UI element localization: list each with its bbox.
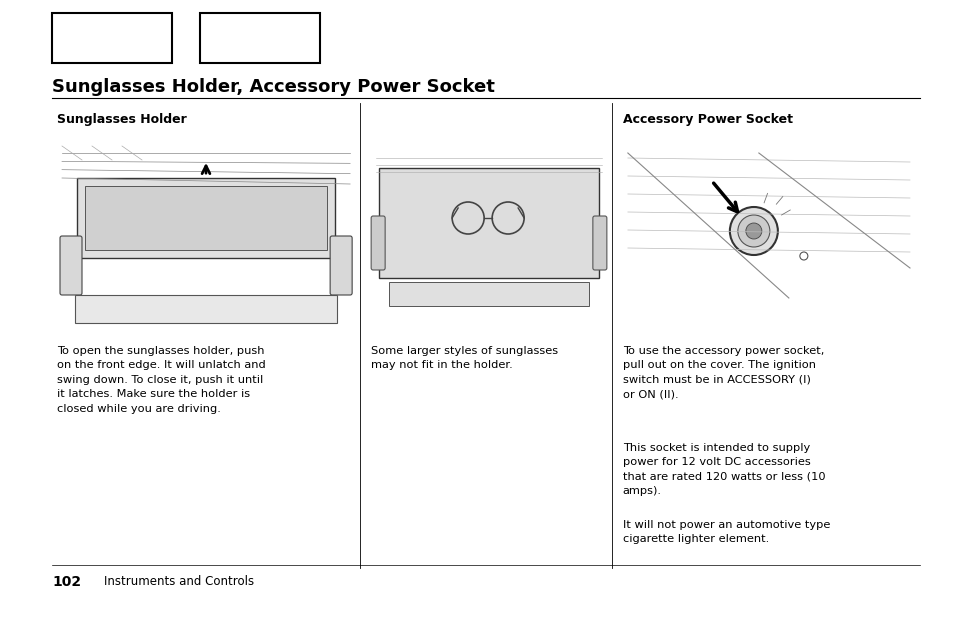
Bar xyxy=(52,13,172,63)
Circle shape xyxy=(737,215,769,247)
Circle shape xyxy=(745,223,761,239)
Bar xyxy=(200,13,319,63)
Text: This socket is intended to supply
power for 12 volt DC accessories
that are rate: This socket is intended to supply power … xyxy=(622,443,824,496)
Bar xyxy=(85,186,327,250)
Text: Accessory Power Socket: Accessory Power Socket xyxy=(622,113,792,126)
FancyBboxPatch shape xyxy=(60,236,82,295)
FancyBboxPatch shape xyxy=(592,216,606,270)
FancyBboxPatch shape xyxy=(371,216,385,270)
Bar xyxy=(378,168,598,278)
Text: Sunglasses Holder: Sunglasses Holder xyxy=(57,113,187,126)
Bar xyxy=(75,295,336,323)
Text: Some larger styles of sunglasses
may not fit in the holder.: Some larger styles of sunglasses may not… xyxy=(371,346,558,370)
Text: To open the sunglasses holder, push
on the front edge. It will unlatch and
swing: To open the sunglasses holder, push on t… xyxy=(57,346,266,413)
Text: It will not power an automotive type
cigarette lighter element.: It will not power an automotive type cig… xyxy=(622,520,829,544)
Text: To use the accessory power socket,
pull out on the cover. The ignition
switch mu: To use the accessory power socket, pull … xyxy=(622,346,823,399)
Text: Sunglasses Holder, Accessory Power Socket: Sunglasses Holder, Accessory Power Socke… xyxy=(52,78,495,96)
Bar xyxy=(389,282,588,306)
Text: 102: 102 xyxy=(52,575,81,589)
FancyBboxPatch shape xyxy=(330,236,352,295)
Bar xyxy=(77,178,335,258)
Circle shape xyxy=(729,207,777,255)
Text: Instruments and Controls: Instruments and Controls xyxy=(104,575,253,588)
